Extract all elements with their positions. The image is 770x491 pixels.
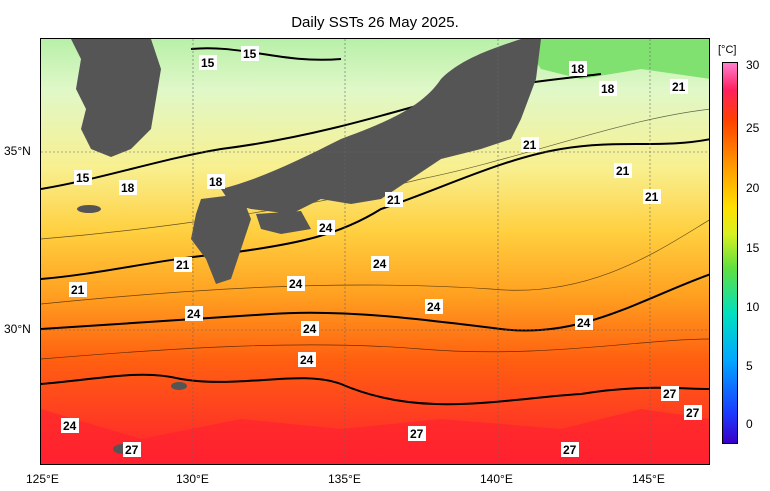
colorbar-tick-25: 25 bbox=[746, 121, 760, 135]
contour-label-bg bbox=[408, 426, 426, 441]
isotherm-21 bbox=[41, 138, 709, 280]
contour-label-bg bbox=[385, 192, 403, 207]
warm-water-south bbox=[41, 409, 709, 464]
colorbar-tick-20: 20 bbox=[746, 181, 760, 195]
contour-label-bg bbox=[61, 418, 79, 433]
colorbar-tick-10: 10 bbox=[746, 300, 760, 314]
colorbar-tick-30: 30 bbox=[746, 58, 760, 72]
contour-label: 21 bbox=[71, 283, 85, 297]
contour-label-bg bbox=[575, 315, 593, 330]
land-kyushu bbox=[191, 194, 251, 284]
contour-label-bg bbox=[569, 61, 587, 76]
contour-label: 27 bbox=[410, 427, 424, 441]
contour-label: 24 bbox=[373, 257, 387, 271]
minor-contours bbox=[41, 108, 709, 360]
contour-label: 27 bbox=[563, 443, 577, 457]
contour-label-bg bbox=[317, 220, 335, 235]
contour-label-bg bbox=[174, 257, 192, 272]
isotherm-27 bbox=[41, 373, 709, 406]
contour-label-bg bbox=[185, 306, 203, 321]
contour-label-bg bbox=[69, 282, 87, 297]
lon-label-140e: 140°E bbox=[480, 472, 513, 486]
colorbar-tick-5: 5 bbox=[746, 359, 753, 373]
contour-label: 24 bbox=[319, 221, 333, 235]
contour-label: 21 bbox=[616, 164, 630, 178]
contour-label-bg bbox=[207, 174, 225, 189]
contour-label-bg bbox=[670, 79, 688, 94]
contour-label-bg bbox=[599, 81, 617, 96]
contour-label: 21 bbox=[523, 138, 537, 152]
contour-label: 21 bbox=[672, 80, 686, 94]
lon-label-130e: 130°E bbox=[176, 472, 209, 486]
contour-label-bg bbox=[684, 405, 702, 420]
contour-label: 24 bbox=[303, 322, 317, 336]
contour-label-bg bbox=[123, 442, 141, 457]
contour-label: 18 bbox=[571, 62, 585, 76]
contour-label-bg bbox=[643, 189, 661, 204]
contour-label-bg bbox=[301, 321, 319, 336]
contour-lines bbox=[41, 47, 709, 406]
contour-label: 18 bbox=[209, 175, 223, 189]
contour-label-bg bbox=[298, 352, 316, 367]
land-honshu bbox=[221, 39, 541, 214]
contour-label: 15 bbox=[201, 56, 215, 70]
contour-label: 24 bbox=[187, 307, 201, 321]
colorbar-tick-15: 15 bbox=[746, 241, 760, 255]
contour-label-bg bbox=[661, 386, 679, 401]
contour-label: 18 bbox=[121, 181, 135, 195]
contour-label: 24 bbox=[577, 316, 591, 330]
land-yakushima bbox=[171, 382, 187, 390]
contour-label: 24 bbox=[63, 419, 77, 433]
land-korea bbox=[71, 39, 161, 157]
sst-map: 15 15 15 18 18 18 18 21 21 21 21 21 21 21 24 24 24 24 24 24… bbox=[40, 38, 710, 465]
land-shikoku bbox=[256, 211, 311, 234]
contour-label: 15 bbox=[243, 47, 257, 61]
contour-label-bg bbox=[521, 137, 539, 152]
lon-label-135e: 135°E bbox=[328, 472, 361, 486]
contour-label-bg bbox=[425, 299, 443, 314]
contour-label: 21 bbox=[387, 193, 401, 207]
cold-water-ne bbox=[521, 39, 709, 79]
contour-label-bg bbox=[371, 256, 389, 271]
map-title: Daily SSTs 26 May 2025. bbox=[291, 14, 459, 31]
contour-labels: 15 15 15 18 18 18 18 21 21 21 21 21 21 21 24 24 24 24 24 24… bbox=[61, 46, 702, 457]
contour-label: 18 bbox=[601, 82, 615, 96]
sst-map-canvas: 15 15 15 18 18 18 18 21 21 21 21 21 21 21 24 24 24 24 24 24… bbox=[41, 39, 709, 464]
colorbar bbox=[722, 62, 738, 444]
contour-label: 24 bbox=[300, 353, 314, 367]
colorbar-unit: [°C] bbox=[718, 44, 737, 56]
graticule bbox=[41, 39, 709, 464]
contour-label: 21 bbox=[645, 190, 659, 204]
contour-label-bg bbox=[614, 163, 632, 178]
contour-label: 27 bbox=[663, 387, 677, 401]
contour-label-bg bbox=[241, 46, 259, 61]
colorbar-tick-0: 0 bbox=[746, 417, 753, 431]
contour-label-bg bbox=[287, 276, 305, 291]
isotherm-15 bbox=[190, 47, 342, 61]
lat-label-30n: 30°N bbox=[4, 322, 31, 336]
contour-label: 15 bbox=[76, 171, 90, 185]
contour-label-bg bbox=[199, 55, 217, 70]
contour-label: 27 bbox=[125, 443, 139, 457]
contour-label: 24 bbox=[289, 277, 303, 291]
isotherm-24 bbox=[41, 273, 709, 332]
contour-label: 21 bbox=[176, 258, 190, 272]
lon-label-125e: 125°E bbox=[26, 472, 59, 486]
contour-label-bg bbox=[74, 170, 92, 185]
lat-label-35n: 35°N bbox=[4, 144, 31, 158]
contour-label: 24 bbox=[427, 300, 441, 314]
contour-label-bg bbox=[561, 442, 579, 457]
contour-label-bg bbox=[119, 180, 137, 195]
lon-label-145e: 145°E bbox=[632, 472, 665, 486]
land-jeju bbox=[77, 205, 101, 213]
contour-label: 27 bbox=[686, 406, 700, 420]
